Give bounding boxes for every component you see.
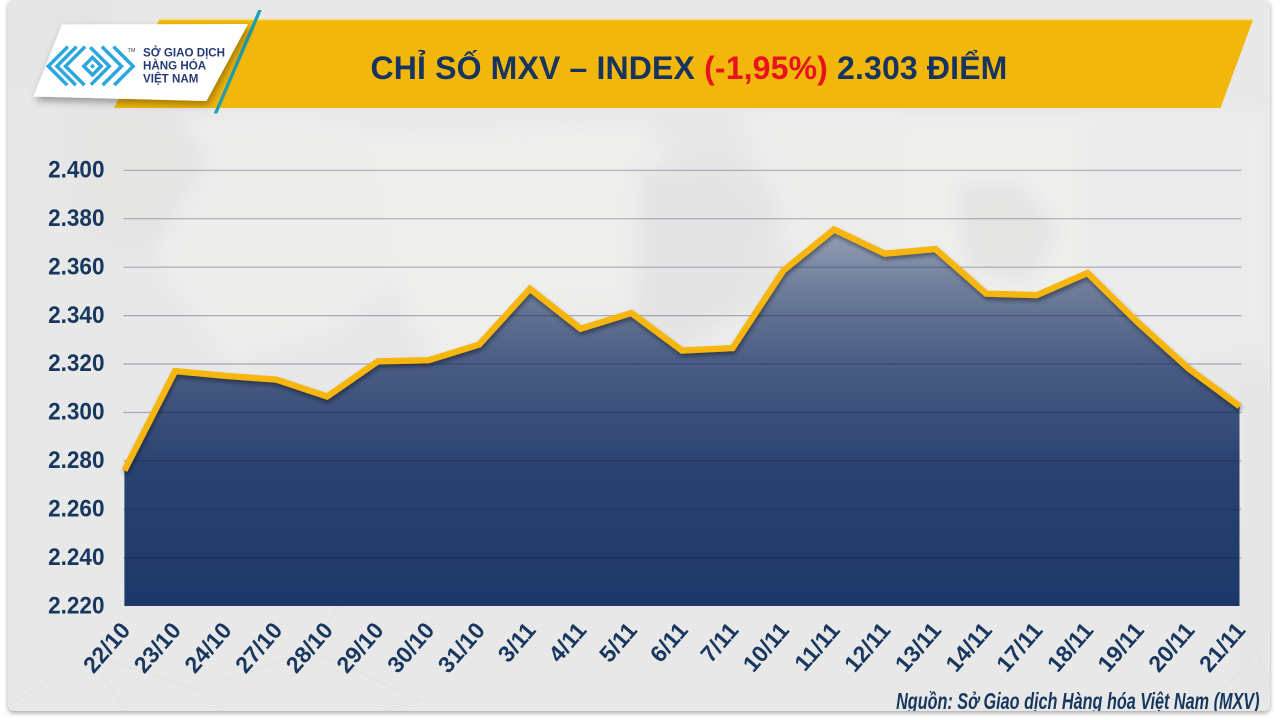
svg-text:12/11: 12/11 [839,617,896,677]
svg-text:2.320: 2.320 [48,349,104,376]
svg-text:18/11: 18/11 [1042,617,1099,677]
svg-text:2.340: 2.340 [48,301,104,328]
svg-text:2.220: 2.220 [48,592,104,619]
svg-text:31/10: 31/10 [433,617,490,678]
svg-text:22/10: 22/10 [78,617,135,678]
svg-text:13/11: 13/11 [890,617,947,677]
svg-text:5/11: 5/11 [594,617,642,667]
svg-text:7/11: 7/11 [695,617,743,667]
svg-text:2.240: 2.240 [48,543,104,570]
svg-text:2.280: 2.280 [48,446,104,473]
svg-text:2.400: 2.400 [48,156,104,183]
svg-text:2.260: 2.260 [48,495,104,522]
svg-text:HÀNG HÓA: HÀNG HÓA [143,60,207,73]
svg-text:2.380: 2.380 [48,204,104,231]
svg-text:2.360: 2.360 [48,253,104,280]
svg-text:4/11: 4/11 [543,617,591,667]
svg-text:10/11: 10/11 [738,617,795,677]
svg-text:29/10: 29/10 [331,617,388,678]
svg-text:17/11: 17/11 [991,617,1048,677]
svg-text:20/11: 20/11 [1143,617,1200,677]
svg-text:3/11: 3/11 [493,617,541,667]
svg-text:11/11: 11/11 [789,617,845,676]
svg-text:14/11: 14/11 [940,617,997,677]
svg-text:24/10: 24/10 [179,617,236,678]
svg-text:28/10: 28/10 [280,617,337,678]
svg-text:6/11: 6/11 [645,617,693,667]
svg-text:2.300: 2.300 [48,398,104,425]
svg-text:30/10: 30/10 [382,617,439,678]
svg-text:SỞ GIAO DỊCH: SỞ GIAO DỊCH [143,47,225,60]
svg-text:TM: TM [128,48,136,54]
svg-text:23/10: 23/10 [128,617,185,678]
svg-text:27/10: 27/10 [230,617,287,678]
svg-text:21/11: 21/11 [1194,617,1251,677]
svg-text:19/11: 19/11 [1092,617,1149,677]
svg-text:VIỆT NAM: VIỆT NAM [143,73,198,86]
